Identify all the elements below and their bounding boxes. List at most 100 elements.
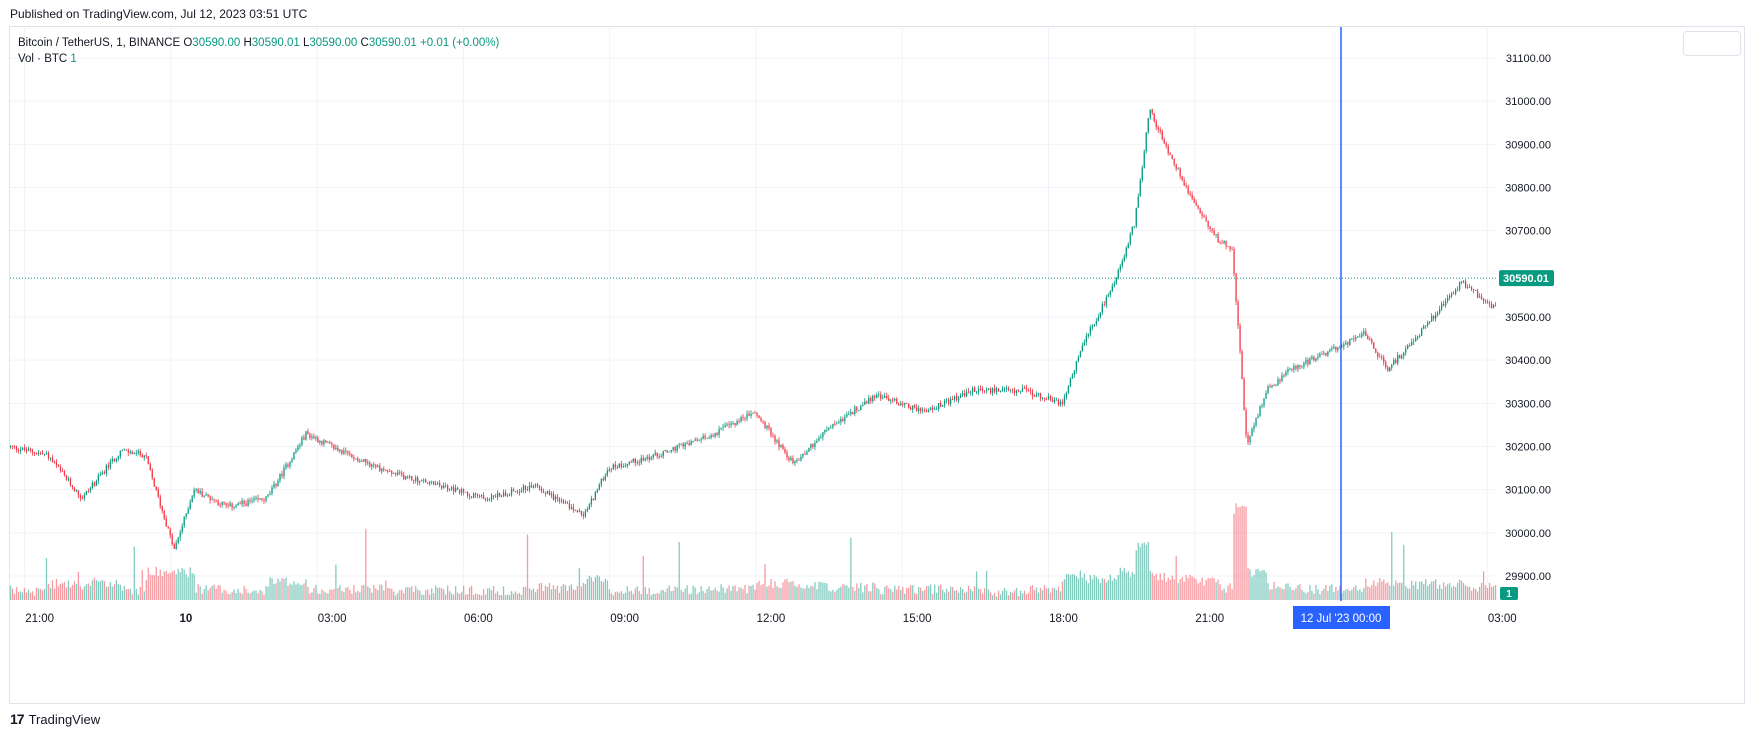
candle [1237, 299, 1239, 329]
volume-bar [768, 585, 770, 600]
volume-bar [77, 571, 80, 600]
chart-frame[interactable] [9, 26, 1745, 704]
candle [1429, 321, 1431, 325]
volume-bar [1456, 582, 1459, 600]
volume-bar [1263, 569, 1265, 600]
candle [646, 454, 648, 461]
volume-bar [995, 596, 998, 600]
candle [1303, 361, 1305, 370]
volume-bar [209, 587, 211, 600]
candle [99, 471, 102, 477]
legend-vol-label: Vol · BTC [18, 53, 68, 65]
volume-bar [207, 590, 209, 600]
candle [437, 481, 439, 486]
volume-bar [1121, 571, 1123, 600]
volume-bar [419, 590, 421, 600]
volume-bar [75, 584, 78, 600]
volume-bar [265, 586, 267, 600]
volume-bar [1277, 586, 1279, 600]
volume-bar [87, 583, 90, 600]
candle [478, 494, 481, 499]
candle [652, 454, 654, 460]
volume-bar [1117, 574, 1119, 600]
candle [598, 482, 601, 491]
candle [628, 461, 630, 466]
volume-bar [249, 593, 251, 600]
candle [451, 485, 453, 491]
candle [123, 448, 125, 451]
volume-bar [802, 588, 804, 600]
volume-bar [363, 585, 365, 600]
candle [1149, 109, 1151, 120]
volume-bar [243, 585, 245, 600]
volume-bar [255, 590, 257, 600]
candle [1309, 357, 1311, 366]
candle [538, 485, 541, 491]
candle [462, 488, 465, 496]
volume-bar [782, 582, 784, 600]
volume-bar [353, 584, 355, 600]
candle [1409, 342, 1411, 348]
volume-bar [133, 546, 135, 600]
volume-bar [1053, 587, 1056, 600]
candle [1005, 385, 1008, 393]
candle [45, 450, 48, 455]
candle [1391, 363, 1393, 371]
volume-bar [900, 589, 902, 600]
candle [243, 499, 245, 507]
volume-bar [425, 590, 427, 600]
candle [734, 422, 736, 428]
volume-bar [1133, 574, 1135, 600]
candle [1470, 285, 1473, 292]
volume-bar [928, 586, 930, 600]
volume-bar [295, 584, 297, 600]
candle [61, 468, 64, 472]
candle [389, 468, 391, 472]
candle [127, 448, 129, 457]
candle [1029, 387, 1032, 395]
candle [500, 494, 503, 498]
candle [774, 434, 776, 445]
candle [1123, 254, 1125, 263]
volume-bar [690, 593, 692, 600]
volume-bar [624, 592, 626, 600]
chart-settings-button[interactable] [1683, 31, 1741, 56]
legend-volume-row: Vol · BTC 1 [18, 51, 499, 67]
volume-bar [1021, 593, 1024, 600]
candle [1363, 328, 1365, 337]
candle [1079, 350, 1082, 358]
candle [447, 484, 449, 493]
candle [145, 452, 147, 459]
candle [848, 410, 850, 415]
candle [456, 486, 459, 490]
volume-bar [367, 586, 369, 600]
candle [37, 449, 40, 457]
time-tick-label: 15:00 [903, 613, 932, 625]
candle [1027, 388, 1030, 392]
volume-bar [1111, 580, 1113, 600]
candle [832, 423, 834, 430]
candle [1261, 403, 1263, 409]
candle [546, 490, 549, 495]
candle [1466, 284, 1469, 290]
candle [435, 480, 437, 486]
volume-bar [409, 587, 411, 600]
legend-change: +0.01 (+0.00%) [420, 37, 500, 49]
price-tick-label: 30300.00 [1505, 398, 1551, 410]
candle [1093, 324, 1096, 327]
candle [1199, 207, 1201, 214]
volume-bar [822, 582, 824, 600]
volume-bar [11, 588, 14, 600]
crosshair-label-bg [1292, 606, 1390, 629]
volume-bar [1464, 585, 1467, 600]
candle [580, 510, 583, 517]
volume-bar [1109, 574, 1111, 600]
volume-bar [1476, 591, 1479, 600]
volume-bar [1441, 588, 1443, 600]
candle [93, 481, 96, 487]
volume-bar [421, 594, 423, 600]
candle [680, 443, 682, 446]
candle [770, 426, 772, 438]
candle [1171, 154, 1173, 160]
